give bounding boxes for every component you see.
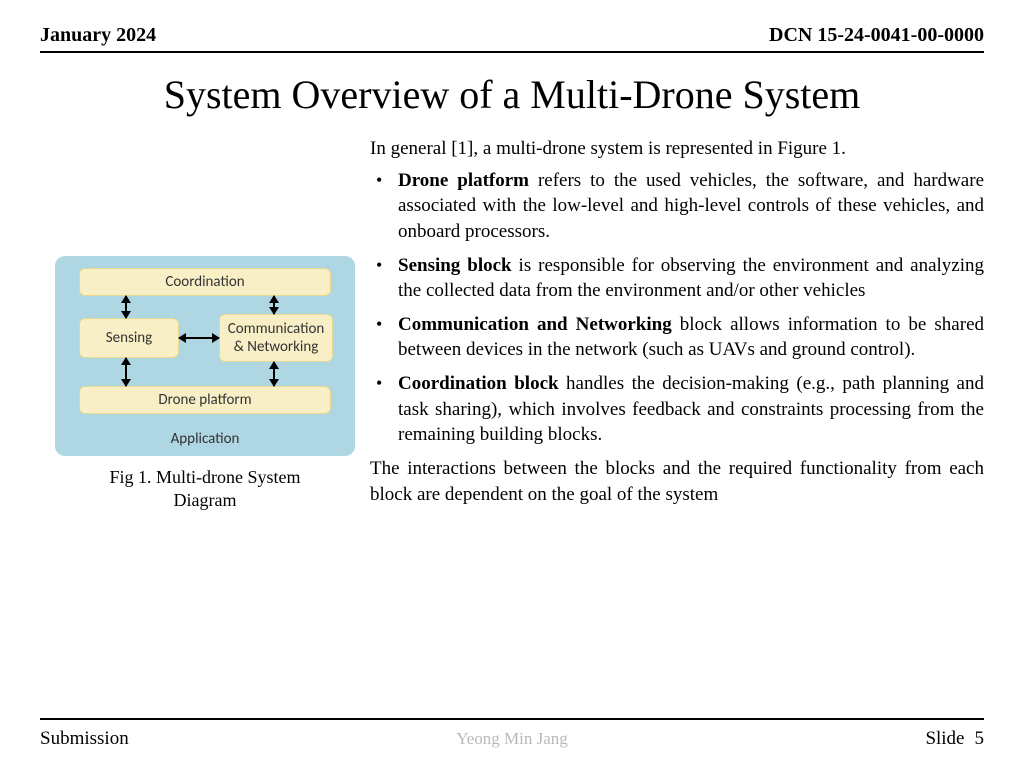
diagram-arrow [273,296,275,314]
slide-number: 5 [975,728,985,750]
diagram-arrow [179,337,219,339]
footer-left: Submission [40,728,129,750]
diagram: Coordination Sensing Communication& Networ… [55,256,355,456]
bullet-item: Drone platform refers to the used vehicl… [398,168,984,245]
bullet-bold: Sensing block [398,255,512,276]
header: January 2024 DCN 15-24-0041-00-0000 [40,24,984,53]
diagram-arrow [125,358,127,386]
footer-author: Yeong Min Jang [40,729,984,749]
slide-title: System Overview of a Multi-Drone System [40,71,984,118]
header-date: January 2024 [40,24,156,47]
figure-caption: Fig 1. Multi-drone System Diagram [109,466,300,511]
bullet-item: Communication and Networking block allow… [398,312,984,363]
diagram-arrow [273,362,275,386]
figure-caption-line1: Fig 1. Multi-drone System [109,467,300,487]
footer-slide-number: Slide 5 [925,728,984,750]
diagram-block-application: Application [55,426,355,452]
header-dcn: DCN 15-24-0041-00-0000 [769,24,984,47]
text-column: In general [1], a multi-drone system is … [370,136,984,511]
diagram-block-commnet: Communication& Networking [219,314,333,362]
bullet-item: Coordination block handles the decision-… [398,371,984,448]
content: Coordination Sensing Communication& Networ… [40,136,984,511]
bullet-item: Sensing block is responsible for observi… [398,253,984,304]
bullet-bold: Drone platform [398,170,529,191]
bullet-bold: Communication and Networking [398,314,672,335]
slide-label: Slide [925,728,964,750]
slide: January 2024 DCN 15-24-0041-00-0000 Syst… [0,0,1024,768]
diagram-block-sensing: Sensing [79,318,179,358]
diagram-block-platform: Drone platform [79,386,331,414]
intro-text: In general [1], a multi-drone system is … [370,136,984,162]
bullet-bold: Coordination block [398,373,559,394]
figure-column: Coordination Sensing Communication& Networ… [40,136,370,511]
footer: Submission Yeong Min Jang Slide 5 [40,718,984,750]
bullet-list: Drone platform refers to the used vehicl… [370,168,984,448]
outro-text: The interactions between the blocks and … [370,456,984,507]
figure-caption-line2: Diagram [174,490,237,510]
diagram-arrow [125,296,127,318]
diagram-block-coordination: Coordination [79,268,331,296]
